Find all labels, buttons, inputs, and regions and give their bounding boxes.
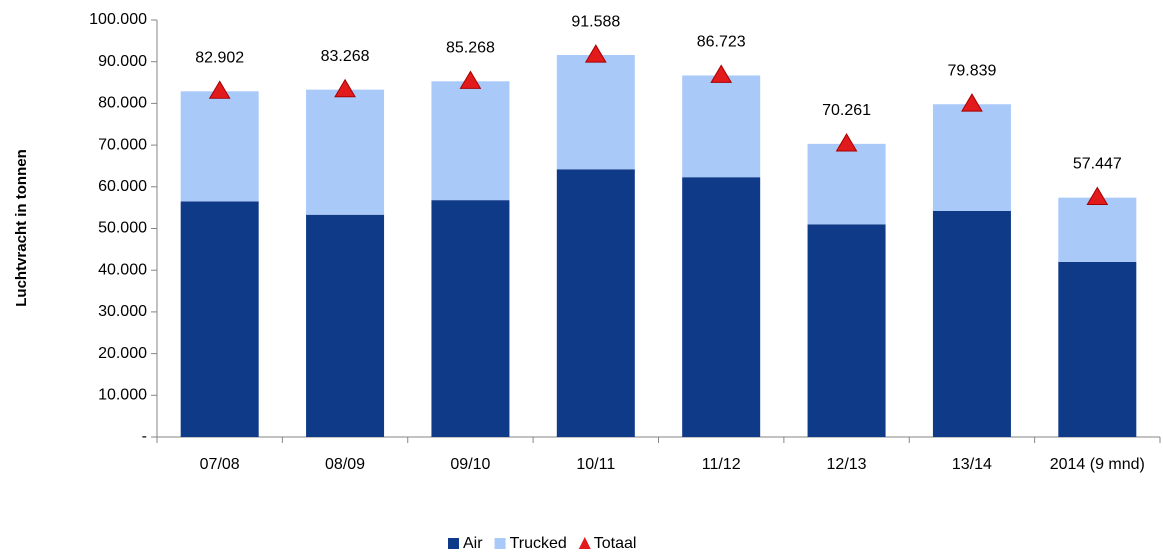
bar-segment (431, 81, 510, 201)
x-tick-label: 10/11 (576, 456, 616, 473)
x-tick-label: 09/10 (450, 456, 491, 473)
bar-segment (556, 55, 635, 170)
bar-segment (306, 89, 385, 215)
y-tick-label: 60.000 (98, 178, 147, 195)
y-tick-label: 90.000 (98, 53, 147, 70)
y-tick-label: 70.000 (98, 136, 147, 153)
y-tick-label: 80.000 (98, 95, 147, 112)
total-marker (835, 133, 858, 152)
y-tick-label: 10.000 (98, 387, 147, 404)
legend-swatch (578, 537, 591, 549)
x-tick-label: 13/14 (951, 456, 992, 473)
legend-swatch (448, 538, 459, 549)
bar-segment (431, 200, 510, 437)
y-axis-label: Luchtvracht in tonnen (13, 149, 30, 307)
y-tick-label: 50.000 (98, 220, 147, 237)
total-marker (1086, 186, 1109, 205)
y-tick-label: 100.000 (89, 11, 147, 28)
y-tick-label: 40.000 (98, 261, 147, 278)
bar-segment (1058, 197, 1137, 262)
bar-segment (932, 210, 1011, 437)
legend: Air Trucked Totaal (448, 535, 636, 552)
total-marker (459, 70, 482, 89)
bar-segment (1058, 261, 1137, 437)
x-tick-label: 11/12 (701, 456, 741, 473)
data-label: 91.588 (571, 13, 620, 30)
x-tick-label: 08/09 (325, 456, 366, 473)
data-label: 83.268 (321, 48, 370, 65)
bar-segment (180, 91, 259, 202)
y-tick-label: 20.000 (98, 345, 147, 362)
y-tick-label: - (142, 428, 147, 445)
bar-segment (306, 214, 385, 437)
legend-label: Totaal (594, 535, 637, 552)
bar-segment (932, 104, 1011, 211)
data-label: 70.261 (822, 102, 871, 119)
data-label: 85.268 (446, 40, 495, 57)
data-label: 57.447 (1073, 156, 1122, 173)
total-marker (208, 80, 231, 99)
bar-segment (807, 224, 886, 437)
bar-segment (556, 169, 635, 437)
y-tick-label: 30.000 (98, 303, 147, 320)
bar-segment (682, 75, 761, 178)
bar-segment (807, 143, 886, 225)
x-tick-label: 12/13 (826, 456, 867, 473)
legend-label: Trucked (510, 535, 567, 552)
legend-swatch (494, 538, 506, 549)
data-label: 82.902 (195, 50, 244, 67)
x-tick-label: 07/08 (199, 456, 240, 473)
total-marker (334, 78, 356, 98)
bar-segment (682, 177, 761, 438)
bar-segment (180, 201, 259, 437)
total-marker (710, 64, 733, 83)
legend-label: Air (463, 535, 483, 552)
x-tick-label: 2014 (9 mnd) (1049, 456, 1145, 473)
total-marker (961, 93, 983, 112)
total-marker (584, 44, 607, 63)
data-label: 86.723 (697, 34, 746, 51)
data-label: 79.839 (947, 62, 996, 79)
